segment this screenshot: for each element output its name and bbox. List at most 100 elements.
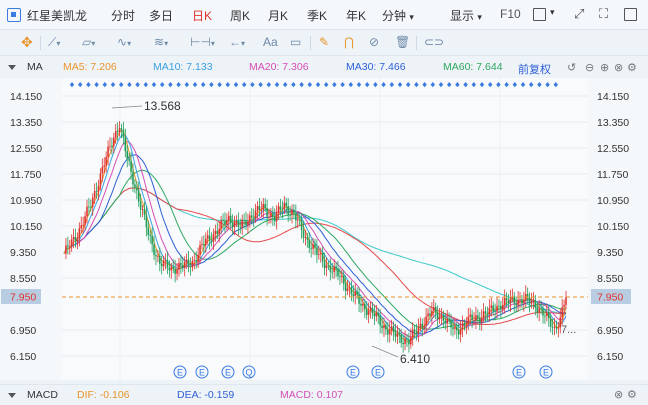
- candle-body: [231, 223, 234, 228]
- text-tool[interactable]: Aa: [263, 35, 278, 49]
- candle-body: [84, 216, 86, 225]
- tab-intraday[interactable]: 分时: [111, 9, 136, 23]
- info-marker: [135, 82, 140, 88]
- range-tool-icon[interactable]: ⊢⊣▾: [190, 35, 215, 49]
- arrow-tool-icon[interactable]: ←▾: [229, 35, 246, 49]
- info-marker: [348, 82, 353, 88]
- trash-icon[interactable]: 🗑: [395, 35, 411, 49]
- gann-tool-icon[interactable]: ≋▾: [154, 35, 169, 49]
- candle-body: [494, 311, 496, 312]
- chevron-down-icon: ▾: [477, 12, 482, 22]
- reset-icon[interactable]: ↺: [567, 62, 577, 74]
- candle-body: [91, 197, 94, 208]
- candle-body: [298, 219, 301, 221]
- f10-button[interactable]: F10: [500, 7, 521, 21]
- event-marker-label: E: [350, 368, 356, 378]
- candle-body: [166, 260, 169, 268]
- candle-body: [500, 306, 502, 310]
- collapse-triangle-icon[interactable]: [8, 65, 16, 70]
- candle-body: [310, 247, 312, 249]
- kline-chart[interactable]: 14.150 13.350 12.550 11.750 10.950 10.150 9.35…: [0, 78, 648, 380]
- tab-monthly-k[interactable]: 月K: [268, 9, 289, 23]
- candle-body: [509, 298, 512, 304]
- close-icon[interactable]: ⊗: [614, 62, 624, 74]
- candle-body: [477, 315, 479, 318]
- chevron-down-icon: ▾: [409, 12, 414, 22]
- move-cursor-icon[interactable]: ✥: [21, 34, 33, 50]
- candle-body: [239, 226, 242, 228]
- ma5-value: MA5: 7.206: [63, 61, 117, 73]
- high-annotation-line: [111, 105, 143, 109]
- candle-body: [185, 259, 188, 263]
- channel-tool-icon[interactable]: ▱▾: [82, 35, 96, 49]
- info-marker: [414, 82, 419, 88]
- candle-body: [109, 145, 111, 147]
- candle-body: [67, 245, 69, 247]
- candle-body: [431, 310, 433, 316]
- hide-icon[interactable]: ⊘: [369, 35, 380, 49]
- y-tick-label-left: 8.550: [10, 273, 36, 285]
- event-marker-circle: [512, 365, 526, 379]
- event-marker-circle: [539, 365, 553, 379]
- tab-daily-k[interactable]: 日K: [192, 9, 213, 23]
- candle-body: [344, 283, 347, 291]
- note-tool-icon[interactable]: ▭: [290, 35, 302, 49]
- magnet-icon[interactable]: ⋂: [344, 35, 354, 49]
- candle-body: [454, 327, 456, 329]
- candle-body: [233, 222, 236, 228]
- wave-tool-icon[interactable]: ∿▾: [117, 35, 132, 49]
- close-icon[interactable]: ⊗: [614, 389, 624, 401]
- collapse-triangle-icon[interactable]: [8, 393, 16, 398]
- ma20-value: MA20: 7.306: [249, 61, 309, 73]
- high-annotation: 13.568: [144, 99, 181, 113]
- candle-body: [134, 184, 136, 188]
- minus-icon[interactable]: ⊖: [585, 62, 595, 74]
- last-annotation: 7...: [561, 324, 576, 336]
- tab-minute[interactable]: 分钟 ▾: [382, 9, 414, 23]
- macd-value: MACD: 0.107: [280, 389, 344, 401]
- candle-body: [444, 320, 447, 324]
- line-tool-icon[interactable]: ⟋▾: [48, 35, 61, 49]
- candle-body: [268, 216, 270, 218]
- gear-icon[interactable]: ⚙: [627, 62, 637, 74]
- tab-weekly-k[interactable]: 周K: [230, 9, 251, 23]
- event-marker-circle: [173, 365, 187, 379]
- candle-body: [204, 238, 207, 246]
- window-icon[interactable]: [624, 8, 637, 21]
- candle-body: [86, 206, 88, 217]
- candle-body: [258, 206, 261, 210]
- tab-quarterly-k[interactable]: 季K: [307, 9, 328, 23]
- candle-body: [400, 334, 403, 343]
- candle-body: [155, 255, 157, 257]
- candle-body: [365, 309, 368, 315]
- plus-icon[interactable]: ⊕: [600, 62, 610, 74]
- fullscreen-icon[interactable]: ⤢: [574, 6, 585, 21]
- adjust-mode[interactable]: 前复权: [518, 64, 551, 76]
- candle-body: [419, 323, 422, 328]
- tab-yearly-k[interactable]: 年K: [346, 9, 367, 23]
- candle-body: [226, 220, 228, 225]
- candle-body: [72, 236, 75, 240]
- info-marker: [192, 82, 198, 88]
- checkbox-icon[interactable]: [533, 8, 546, 21]
- candle-body: [436, 312, 439, 320]
- candle-body: [193, 260, 196, 261]
- expand-icon[interactable]: ⛶: [599, 6, 609, 21]
- candle-body: [145, 214, 148, 228]
- candle-body: [216, 230, 219, 234]
- toolbar-divider: [40, 36, 41, 50]
- display-menu[interactable]: 显示 ▾: [450, 9, 482, 23]
- event-marker-label: Q: [245, 368, 252, 378]
- candle-body: [507, 300, 510, 304]
- pen-tool-icon[interactable]: ✎: [319, 35, 330, 49]
- candle-body: [325, 265, 328, 268]
- drawing-toolbar: ✥ ⟋▾ ▱▾ ∿▾ ≋▾ ⊢⊣▾ ←▾ Aa ▭ ✎ ⋂ ⊘ 🗑 ⊂⊃: [0, 30, 648, 56]
- link-icon[interactable]: ⊂⊃: [424, 35, 445, 49]
- pin-icon[interactable]: [7, 8, 21, 22]
- info-marker: [471, 82, 476, 88]
- chevron-down-icon[interactable]: ▾: [550, 7, 555, 17]
- tab-multi-day[interactable]: 多日: [149, 9, 174, 23]
- info-marker: [258, 82, 263, 88]
- gear-icon[interactable]: ⚙: [627, 389, 637, 401]
- candle-body: [316, 247, 318, 255]
